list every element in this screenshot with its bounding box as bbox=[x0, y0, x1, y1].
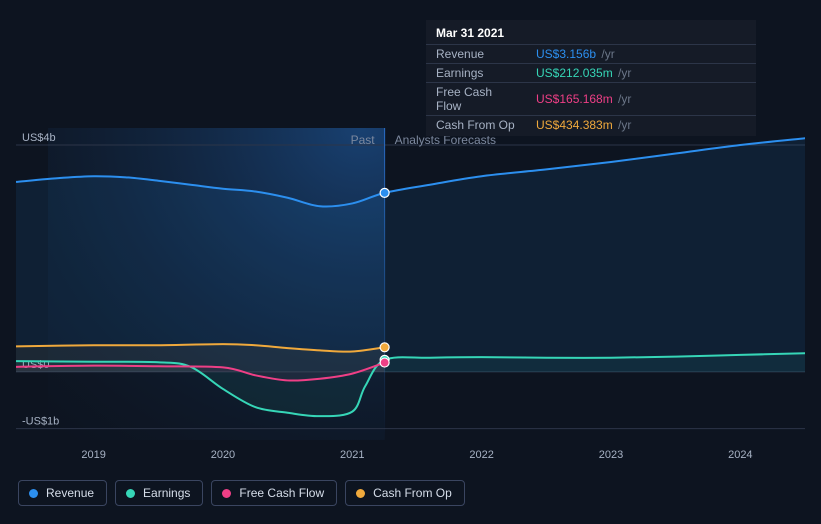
tooltip-row: EarningsUS$212.035m /yr bbox=[426, 64, 756, 83]
tooltip-row-label: Free Cash Flow bbox=[426, 83, 526, 116]
tooltip-row-label: Revenue bbox=[426, 45, 526, 64]
tooltip-row-value: US$165.168m /yr bbox=[526, 83, 756, 116]
tooltip-row: Cash From OpUS$434.383m /yr bbox=[426, 116, 756, 135]
x-tick-label: 2020 bbox=[211, 449, 235, 461]
tooltip-row: Free Cash FlowUS$165.168m /yr bbox=[426, 83, 756, 116]
legend-item-fcf[interactable]: Free Cash Flow bbox=[211, 480, 337, 506]
y-tick-label: US$4b bbox=[22, 132, 56, 144]
tooltip-date: Mar 31 2021 bbox=[426, 26, 756, 44]
tooltip-table: RevenueUS$3.156b /yrEarningsUS$212.035m … bbox=[426, 44, 756, 134]
revenue-marker bbox=[380, 188, 389, 197]
past-label: Past bbox=[351, 133, 376, 147]
fcf-marker bbox=[380, 358, 389, 367]
tooltip-row-label: Cash From Op bbox=[426, 116, 526, 135]
legend-swatch bbox=[126, 489, 135, 498]
x-tick-label: 2023 bbox=[599, 449, 623, 461]
chart-container: US$4bUS$0-US$1bPastAnalysts Forecasts201… bbox=[0, 0, 821, 524]
tooltip: Mar 31 2021 RevenueUS$3.156b /yrEarnings… bbox=[426, 20, 756, 136]
tooltip-row-value: US$3.156b /yr bbox=[526, 45, 756, 64]
legend-item-cfo[interactable]: Cash From Op bbox=[345, 480, 465, 506]
legend-swatch bbox=[356, 489, 365, 498]
legend-item-earnings[interactable]: Earnings bbox=[115, 480, 203, 506]
legend-swatch bbox=[29, 489, 38, 498]
legend-item-revenue[interactable]: Revenue bbox=[18, 480, 107, 506]
legend-label: Cash From Op bbox=[373, 486, 452, 500]
legend-label: Revenue bbox=[46, 486, 94, 500]
tooltip-row-label: Earnings bbox=[426, 64, 526, 83]
tooltip-row-value: US$434.383m /yr bbox=[526, 116, 756, 135]
legend-label: Free Cash Flow bbox=[239, 486, 324, 500]
cfo-marker bbox=[380, 343, 389, 352]
tooltip-row: RevenueUS$3.156b /yr bbox=[426, 45, 756, 64]
legend-swatch bbox=[222, 489, 231, 498]
y-tick-label: -US$1b bbox=[22, 416, 59, 428]
legend-label: Earnings bbox=[143, 486, 190, 500]
x-tick-label: 2022 bbox=[469, 449, 493, 461]
tooltip-row-value: US$212.035m /yr bbox=[526, 64, 756, 83]
legend: Revenue Earnings Free Cash Flow Cash From O… bbox=[18, 480, 465, 506]
x-tick-label: 2019 bbox=[81, 449, 105, 461]
x-tick-label: 2021 bbox=[340, 449, 364, 461]
x-tick-label: 2024 bbox=[728, 449, 752, 461]
